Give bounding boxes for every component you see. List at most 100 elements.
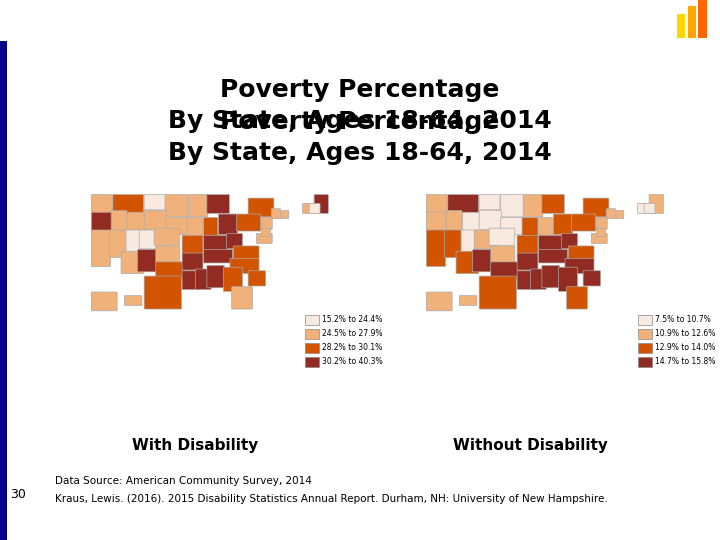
FancyBboxPatch shape xyxy=(459,295,477,306)
FancyBboxPatch shape xyxy=(248,198,274,217)
FancyBboxPatch shape xyxy=(539,249,567,263)
FancyBboxPatch shape xyxy=(189,194,208,217)
FancyBboxPatch shape xyxy=(644,204,655,213)
FancyBboxPatch shape xyxy=(232,287,253,309)
FancyBboxPatch shape xyxy=(426,292,452,311)
Text: 30: 30 xyxy=(10,488,26,501)
FancyBboxPatch shape xyxy=(480,276,516,309)
FancyBboxPatch shape xyxy=(281,211,289,219)
FancyBboxPatch shape xyxy=(522,218,538,238)
FancyBboxPatch shape xyxy=(461,230,479,252)
FancyBboxPatch shape xyxy=(531,269,546,289)
Bar xyxy=(638,343,652,353)
FancyBboxPatch shape xyxy=(559,267,577,291)
Text: 10.9% to 12.6%: 10.9% to 12.6% xyxy=(655,329,716,338)
Text: 15.2% to 24.4%: 15.2% to 24.4% xyxy=(322,315,382,325)
FancyBboxPatch shape xyxy=(472,249,493,272)
FancyBboxPatch shape xyxy=(256,233,272,244)
FancyBboxPatch shape xyxy=(207,194,230,213)
FancyBboxPatch shape xyxy=(446,211,462,234)
FancyBboxPatch shape xyxy=(491,262,518,279)
FancyBboxPatch shape xyxy=(500,194,523,217)
FancyBboxPatch shape xyxy=(111,211,127,234)
Bar xyxy=(638,329,652,339)
FancyBboxPatch shape xyxy=(261,228,271,237)
Bar xyxy=(305,357,319,367)
FancyBboxPatch shape xyxy=(204,218,217,237)
Bar xyxy=(688,6,696,38)
Bar xyxy=(305,343,319,353)
FancyBboxPatch shape xyxy=(156,262,183,279)
FancyBboxPatch shape xyxy=(302,204,313,213)
Bar xyxy=(305,329,319,339)
FancyBboxPatch shape xyxy=(480,194,500,210)
Text: Poverty Percentage
By State, Ages 18-64, 2014: Poverty Percentage By State, Ages 18-64,… xyxy=(168,110,552,165)
FancyBboxPatch shape xyxy=(271,209,281,219)
FancyBboxPatch shape xyxy=(139,230,163,249)
FancyBboxPatch shape xyxy=(539,218,553,237)
FancyBboxPatch shape xyxy=(109,230,127,258)
FancyBboxPatch shape xyxy=(261,218,272,230)
Bar xyxy=(698,0,707,38)
Bar xyxy=(677,14,685,38)
Text: 28.2% to 30.1%: 28.2% to 30.1% xyxy=(322,343,382,352)
FancyBboxPatch shape xyxy=(596,218,607,230)
Text: Without Disability: Without Disability xyxy=(453,438,608,453)
FancyBboxPatch shape xyxy=(138,249,158,272)
FancyBboxPatch shape xyxy=(204,249,233,263)
FancyBboxPatch shape xyxy=(309,204,320,213)
FancyBboxPatch shape xyxy=(426,212,447,231)
FancyBboxPatch shape xyxy=(204,235,228,251)
FancyBboxPatch shape xyxy=(187,218,203,238)
FancyBboxPatch shape xyxy=(91,292,117,311)
FancyBboxPatch shape xyxy=(463,212,485,231)
FancyBboxPatch shape xyxy=(606,209,616,219)
FancyBboxPatch shape xyxy=(489,228,515,245)
FancyBboxPatch shape xyxy=(182,271,202,289)
FancyBboxPatch shape xyxy=(616,211,624,219)
FancyBboxPatch shape xyxy=(554,214,572,234)
Text: 24.5% to 27.9%: 24.5% to 27.9% xyxy=(322,329,382,338)
FancyBboxPatch shape xyxy=(195,269,211,289)
FancyBboxPatch shape xyxy=(182,253,203,270)
FancyBboxPatch shape xyxy=(218,214,238,234)
FancyBboxPatch shape xyxy=(562,233,577,249)
FancyBboxPatch shape xyxy=(154,228,180,245)
FancyBboxPatch shape xyxy=(474,230,498,249)
FancyBboxPatch shape xyxy=(456,251,479,274)
FancyBboxPatch shape xyxy=(491,246,515,263)
FancyBboxPatch shape xyxy=(156,246,180,263)
FancyBboxPatch shape xyxy=(126,230,143,252)
FancyBboxPatch shape xyxy=(125,295,142,306)
FancyBboxPatch shape xyxy=(113,194,143,213)
FancyBboxPatch shape xyxy=(567,287,588,309)
Text: 12.9% to 14.0%: 12.9% to 14.0% xyxy=(655,343,716,352)
FancyBboxPatch shape xyxy=(207,266,225,288)
Text: 14.7% to 15.8%: 14.7% to 15.8% xyxy=(655,357,716,366)
Text: 30.2% to 40.3%: 30.2% to 40.3% xyxy=(322,357,382,366)
FancyBboxPatch shape xyxy=(523,194,543,217)
FancyBboxPatch shape xyxy=(166,194,188,217)
Text: Data Source: American Community Survey, 2014: Data Source: American Community Survey, … xyxy=(55,476,312,486)
Bar xyxy=(305,315,319,325)
FancyBboxPatch shape xyxy=(572,214,595,231)
FancyBboxPatch shape xyxy=(568,246,594,259)
FancyBboxPatch shape xyxy=(127,212,150,231)
FancyBboxPatch shape xyxy=(480,211,502,229)
FancyBboxPatch shape xyxy=(542,266,559,288)
FancyBboxPatch shape xyxy=(517,271,536,289)
FancyBboxPatch shape xyxy=(248,271,266,286)
FancyBboxPatch shape xyxy=(223,267,243,291)
FancyBboxPatch shape xyxy=(121,251,143,274)
FancyBboxPatch shape xyxy=(426,230,446,267)
Text: With Disability: With Disability xyxy=(132,438,258,453)
FancyBboxPatch shape xyxy=(583,271,600,286)
FancyBboxPatch shape xyxy=(91,194,112,213)
Bar xyxy=(0,40,7,540)
FancyBboxPatch shape xyxy=(448,194,479,213)
Bar xyxy=(638,315,652,325)
FancyBboxPatch shape xyxy=(426,194,447,213)
Text: Kraus, Lewis. (2016). 2015 Disability Statistics Annual Report. Durham, NH: Univ: Kraus, Lewis. (2016). 2015 Disability St… xyxy=(55,494,608,504)
FancyBboxPatch shape xyxy=(539,235,562,251)
FancyBboxPatch shape xyxy=(517,235,538,254)
